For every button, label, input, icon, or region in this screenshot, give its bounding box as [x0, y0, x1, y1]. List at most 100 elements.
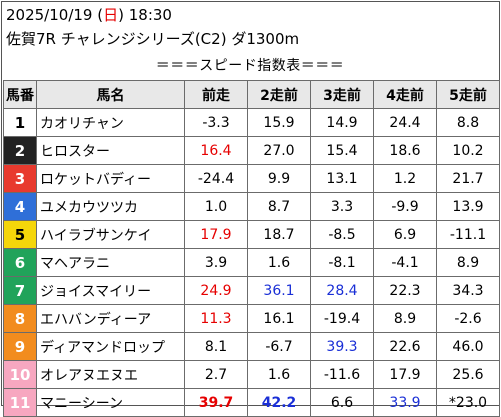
speed-index-cell: 8.9 — [436, 248, 500, 277]
speed-index-cell: 3.3 — [310, 192, 374, 221]
speed-index-cell: 10.2 — [436, 136, 500, 165]
weekday-close: ) — [118, 6, 124, 24]
horse-name: ディアマンドロップ — [36, 332, 185, 361]
speed-index-cell: 46.0 — [436, 332, 500, 361]
table-header-row: 馬番 馬名 前走 2走前 3走前 4走前 5走前 — [3, 80, 500, 109]
speed-index-cell: 17.9 — [373, 360, 437, 389]
weekday: 日 — [103, 6, 119, 24]
speed-index-cell: 8.8 — [436, 108, 500, 137]
speed-index-cell: -6.7 — [247, 332, 311, 361]
speed-index-cell: -11.1 — [436, 220, 500, 249]
speed-index-cell: 27.0 — [247, 136, 311, 165]
speed-index-cell: 13.1 — [310, 164, 374, 193]
horse-name: カオリチャン — [36, 108, 185, 137]
speed-index-cell: -2.6 — [436, 304, 500, 333]
speed-index-cell: 6.9 — [373, 220, 437, 249]
speed-index-cell: -9.9 — [373, 192, 437, 221]
horse-number: 1 — [3, 108, 37, 137]
speed-index-cell: 14.9 — [310, 108, 374, 137]
horse-number: 8 — [3, 304, 37, 333]
speed-index-cell: 18.6 — [373, 136, 437, 165]
speed-index-cell: 15.4 — [310, 136, 374, 165]
table-row: 1 カオリチャン -3.3 15.9 14.9 24.4 8.8 — [3, 108, 500, 137]
speed-index-cell: 22.6 — [373, 332, 437, 361]
race-info: 佐賀7R チャレンジシリーズ(C2) ダ1300m — [6, 30, 300, 48]
table-row: 5 ハイラブサンケイ 17.9 18.7 -8.5 6.9 -11.1 — [3, 220, 500, 249]
section-title: ＝＝＝スピード指数表＝＝＝ — [155, 58, 345, 74]
race-time: 18:30 — [123, 6, 172, 24]
speed-index-cell: 33.9 — [373, 388, 437, 417]
speed-index-cell: -8.1 — [310, 248, 374, 277]
table-row: 10 オレアヌエヌエ 2.7 1.6 -11.6 17.9 25.6 — [3, 360, 500, 389]
speed-index-cell: *23.0 — [436, 388, 500, 417]
col-header-last: 前走 — [184, 80, 248, 109]
table-row: 3 ロケットバディー -24.4 9.9 13.1 1.2 21.7 — [3, 164, 500, 193]
race-datetime: 2025/10/19 (日) 18:30 — [6, 6, 172, 24]
speed-index-cell: 39.7 — [184, 388, 248, 417]
speed-index-cell: -19.4 — [310, 304, 374, 333]
speed-index-cell: 2.7 — [184, 360, 248, 389]
race-date: 2025/10/19 — [6, 6, 93, 24]
horse-name: マヘアラニ — [36, 248, 185, 277]
weekday-open: ( — [92, 6, 104, 24]
horse-number: 4 — [3, 192, 37, 221]
speed-index-cell: 22.3 — [373, 276, 437, 305]
horse-number: 5 — [3, 220, 37, 249]
speed-index-cell: -3.3 — [184, 108, 248, 137]
horse-number: 6 — [3, 248, 37, 277]
speed-index-cell: 16.1 — [247, 304, 311, 333]
horse-name: ヒロスター — [36, 136, 185, 165]
horse-name: マニーシーン — [36, 388, 185, 417]
horse-name: ロケットバディー — [36, 164, 185, 193]
horse-number: 10 — [3, 360, 37, 389]
horse-number: 2 — [3, 136, 37, 165]
horse-number: 11 — [3, 388, 37, 417]
table-row: 4 ユメカウツツカ 1.0 8.7 3.3 -9.9 13.9 — [3, 192, 500, 221]
horse-number: 9 — [3, 332, 37, 361]
table-row: 2 ヒロスター 16.4 27.0 15.4 18.6 10.2 — [3, 136, 500, 165]
col-header-4th: 4走前 — [373, 80, 437, 109]
speed-index-cell: 6.6 — [310, 388, 374, 417]
speed-index-cell: 24.9 — [184, 276, 248, 305]
table-row: 9 ディアマンドロップ 8.1 -6.7 39.3 22.6 46.0 — [3, 332, 500, 361]
speed-index-cell: 8.1 — [184, 332, 248, 361]
horse-name: エハバンディーア — [36, 304, 185, 333]
horse-name: ジョイスマイリー — [36, 276, 185, 305]
col-header-3rd: 3走前 — [310, 80, 374, 109]
speed-index-cell: 11.3 — [184, 304, 248, 333]
speed-index-cell: 1.6 — [247, 248, 311, 277]
table-row: 7 ジョイスマイリー 24.9 36.1 28.4 22.3 34.3 — [3, 276, 500, 305]
table-row: 11 マニーシーン 39.7 42.2 6.6 33.9 *23.0 — [3, 388, 500, 417]
table-row: 8 エハバンディーア 11.3 16.1 -19.4 8.9 -2.6 — [3, 304, 500, 333]
speed-index-cell: 1.6 — [247, 360, 311, 389]
horse-name: ハイラブサンケイ — [36, 220, 185, 249]
horse-number: 7 — [3, 276, 37, 305]
speed-index-cell: 21.7 — [436, 164, 500, 193]
speed-index-cell: 16.4 — [184, 136, 248, 165]
speed-index-cell: -11.6 — [310, 360, 374, 389]
col-header-number: 馬番 — [3, 80, 37, 109]
speed-index-cell: -4.1 — [373, 248, 437, 277]
speed-index-cell: 9.9 — [247, 164, 311, 193]
speed-index-cell: 17.9 — [184, 220, 248, 249]
speed-index-cell: 13.9 — [436, 192, 500, 221]
col-header-2nd: 2走前 — [247, 80, 311, 109]
speed-index-table: 馬番 馬名 前走 2走前 3走前 4走前 5走前 1 カオリチャン -3.3 15.9… — [3, 80, 500, 417]
speed-index-cell: 28.4 — [310, 276, 374, 305]
horse-name: ユメカウツツカ — [36, 192, 185, 221]
horse-number: 3 — [3, 164, 37, 193]
col-header-name: 馬名 — [36, 80, 185, 109]
speed-index-cell: 8.7 — [247, 192, 311, 221]
speed-index-cell: 1.0 — [184, 192, 248, 221]
speed-index-cell: 18.7 — [247, 220, 311, 249]
speed-index-cell: 24.4 — [373, 108, 437, 137]
speed-index-cell: 15.9 — [247, 108, 311, 137]
horse-name: オレアヌエヌエ — [36, 360, 185, 389]
speed-index-cell: 42.2 — [247, 388, 311, 417]
speed-index-cell: 36.1 — [247, 276, 311, 305]
speed-index-cell: -8.5 — [310, 220, 374, 249]
speed-index-cell: -24.4 — [184, 164, 248, 193]
speed-index-cell: 39.3 — [310, 332, 374, 361]
speed-index-cell: 3.9 — [184, 248, 248, 277]
speed-index-cell: 8.9 — [373, 304, 437, 333]
